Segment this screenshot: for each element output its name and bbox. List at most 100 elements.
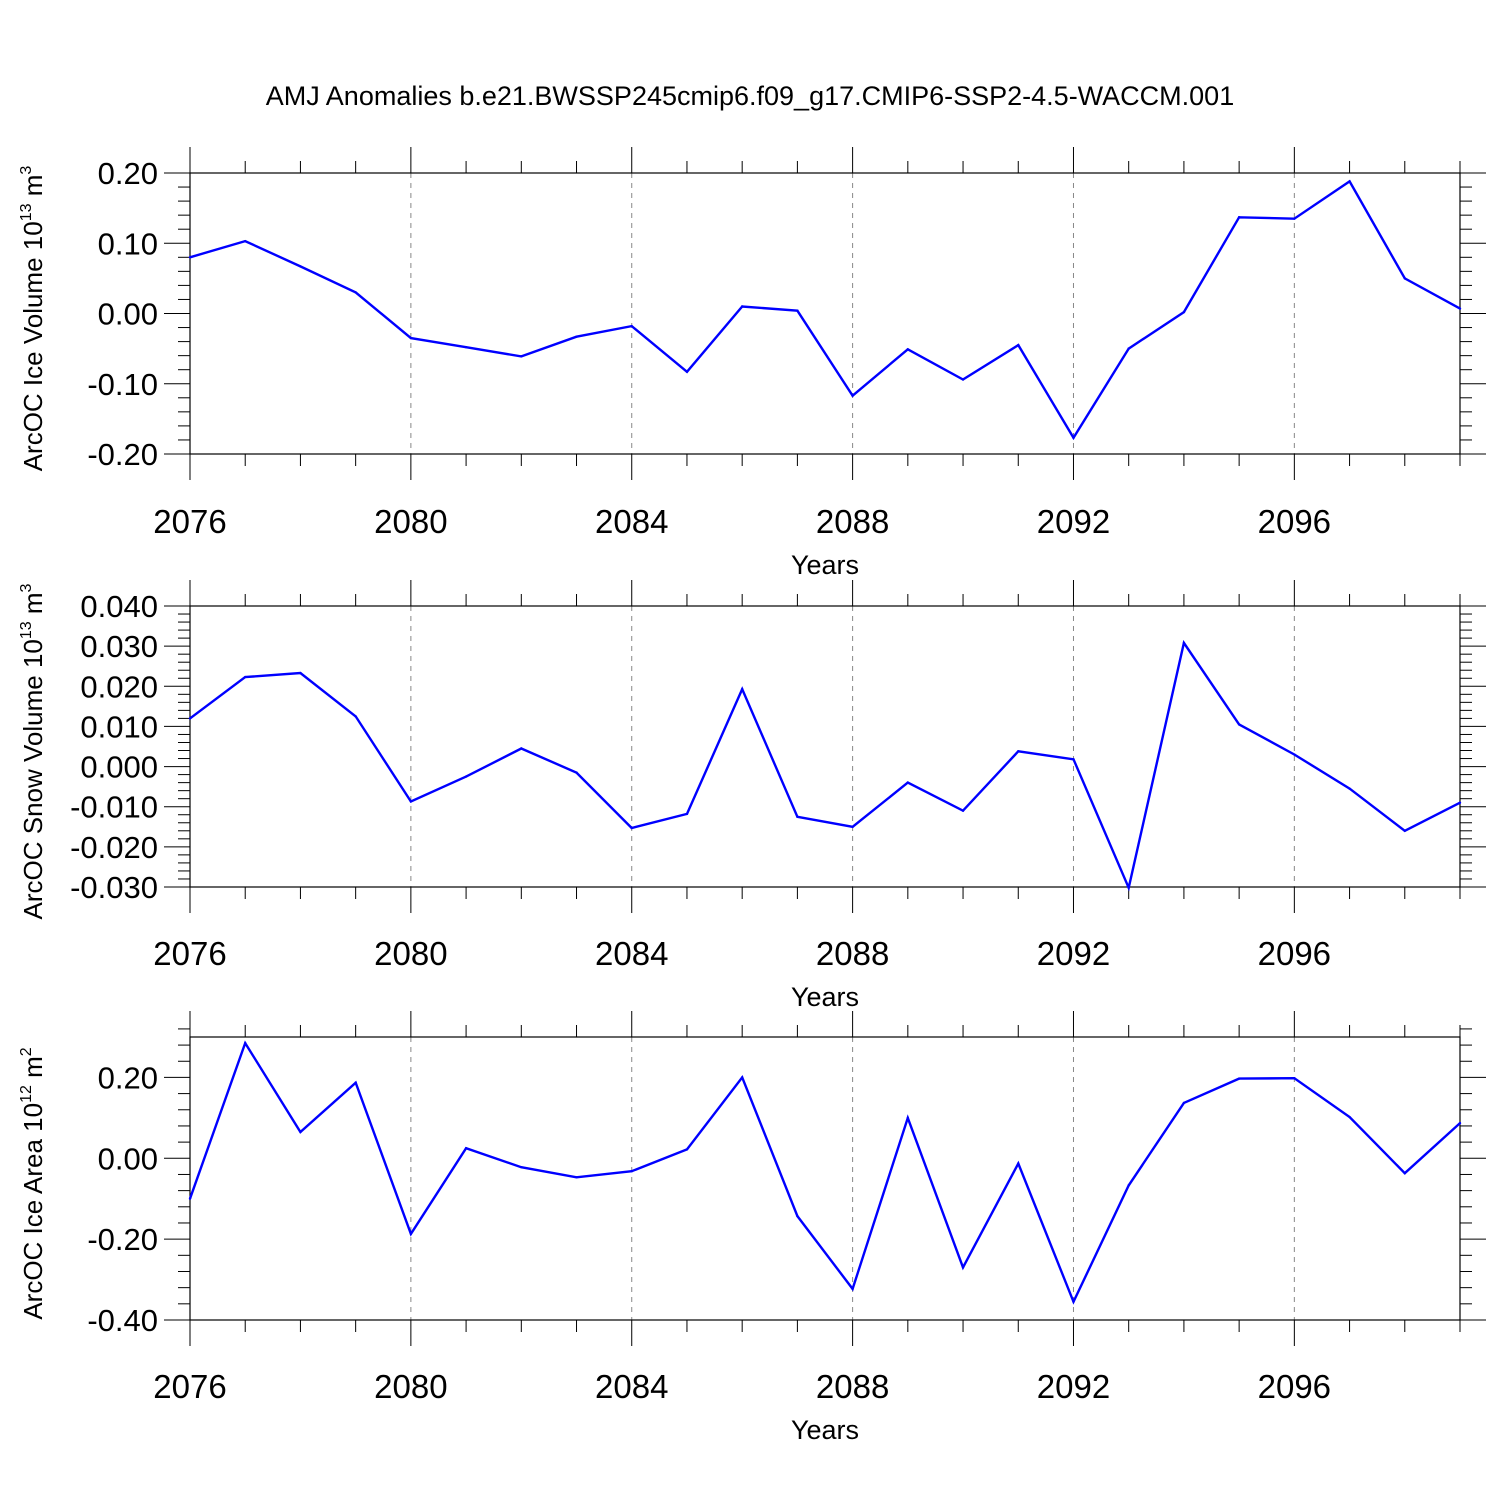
plot-frame [189, 1036, 1461, 1321]
data-point [1127, 347, 1130, 350]
data-point [685, 1148, 689, 1151]
panel-1: 0.20 0.10 0.00 -0.10 -0.20 2076 2080 2084 2088 20… [18, 147, 1486, 580]
data-point [464, 775, 468, 778]
plot-frame [189, 605, 1461, 888]
x-tick-label: 2096 [1258, 1368, 1331, 1405]
x-tick-label: 2088 [816, 1368, 889, 1405]
data-point [244, 239, 247, 243]
data-point [740, 687, 744, 691]
x-tick-label: 2076 [153, 935, 226, 972]
y-tick-label: 0.20 [98, 156, 158, 191]
data-point [1458, 1121, 1462, 1125]
y-tick-label: -0.010 [70, 790, 158, 825]
data-point [299, 265, 302, 268]
y-tick-label: -0.20 [87, 1222, 158, 1257]
data-point [1072, 758, 1075, 761]
data-point [520, 1165, 523, 1169]
data-point [244, 1041, 247, 1045]
y-tick-label: 0.10 [98, 226, 158, 261]
data-point [630, 324, 633, 328]
data-point [796, 1214, 799, 1218]
data-point [685, 812, 689, 816]
data-point [1182, 310, 1186, 314]
x-axis-label: Years [791, 550, 859, 580]
y-tick-label: 0.000 [80, 750, 158, 785]
y-tick-label: -0.40 [87, 1303, 158, 1338]
data-point [354, 715, 357, 718]
data-point [1072, 436, 1075, 440]
x-tick-label: 2096 [1258, 935, 1331, 972]
data-point [520, 747, 523, 750]
series-line [188, 1040, 1461, 1305]
data-point [1293, 1077, 1296, 1080]
data-point [796, 815, 799, 818]
data-point [188, 717, 192, 720]
data-point [1237, 216, 1241, 219]
data-point [851, 1287, 854, 1291]
data-point [1127, 1184, 1130, 1187]
y-tick-label: 0.040 [80, 589, 158, 624]
figure-title: AMJ Anomalies b.e21.BWSSP245cmip6.f09_g1… [266, 81, 1234, 111]
data-point [630, 1170, 633, 1173]
y-tick-label: -0.10 [87, 367, 158, 402]
data-point [961, 378, 965, 381]
panel-3: 0.20 0.00 -0.20 -0.40 2076 2080 2084 2088 2092 20… [18, 1011, 1486, 1445]
y-tick-label: 0.010 [80, 709, 158, 744]
data-point [1182, 1101, 1186, 1105]
data-point [575, 771, 578, 774]
data-point [961, 809, 965, 812]
y-tick-label: 0.020 [80, 669, 158, 704]
data-point [575, 1176, 578, 1179]
x-tick-label: 2076 [153, 503, 226, 540]
data-point [520, 355, 523, 358]
data-point [1348, 180, 1351, 183]
data-point [1237, 1077, 1241, 1080]
x-tick-label: 2080 [374, 1368, 447, 1405]
x-tick-label: 2084 [595, 935, 668, 972]
x-axis-label: Years [791, 982, 859, 1012]
panel-2: 0.040 0.030 0.020 0.010 0.000 -0.010 -0.020 -0.… [18, 580, 1486, 1012]
data-point [1293, 753, 1296, 756]
x-tick-label: 2088 [816, 935, 889, 972]
y-tick-label: -0.20 [87, 437, 158, 472]
x-tick-label: 2088 [816, 503, 889, 540]
y-tick-label: 0.20 [98, 1060, 158, 1095]
y-axis-label: ArcOC Ice Volume 1013 m3 [18, 166, 48, 472]
y-axis-label: ArcOC Snow Volume 1013 m3 [18, 583, 48, 919]
data-point [1348, 787, 1351, 790]
x-tick-label: 2092 [1037, 935, 1110, 972]
data-point [851, 825, 854, 828]
panels: 0.20 0.10 0.00 -0.10 -0.20 2076 2080 2084 2088 20… [18, 147, 1486, 1445]
data-point [1403, 1172, 1406, 1175]
data-point [906, 348, 910, 351]
data-point [464, 1146, 468, 1150]
data-point [1458, 801, 1462, 804]
data-point [188, 256, 192, 259]
data-point [906, 1116, 910, 1120]
x-tick-label: 2076 [153, 1368, 226, 1405]
data-point [464, 346, 468, 349]
data-point [1458, 307, 1462, 310]
x-tick-label: 2092 [1037, 1368, 1110, 1405]
data-point [1237, 723, 1241, 726]
y-tick-label: 0.00 [98, 297, 158, 332]
x-tick-label: 2080 [374, 935, 447, 972]
data-point [961, 1266, 965, 1269]
data-point [1017, 750, 1020, 753]
data-point [188, 1197, 192, 1200]
data-point [1182, 641, 1186, 645]
y-tick-label: -0.030 [70, 870, 158, 905]
data-point [409, 800, 413, 803]
data-point [851, 394, 854, 397]
data-point [1127, 886, 1130, 890]
data-point [1072, 1300, 1075, 1304]
data-point [1017, 1162, 1020, 1165]
y-axis-label: ArcOC Ice Area 1012 m2 [18, 1047, 48, 1319]
data-point [906, 781, 910, 784]
data-point [575, 335, 578, 338]
data-point [685, 370, 689, 374]
series-line [189, 639, 1461, 892]
data-point [354, 291, 357, 294]
y-tick-label: 0.030 [80, 629, 158, 664]
